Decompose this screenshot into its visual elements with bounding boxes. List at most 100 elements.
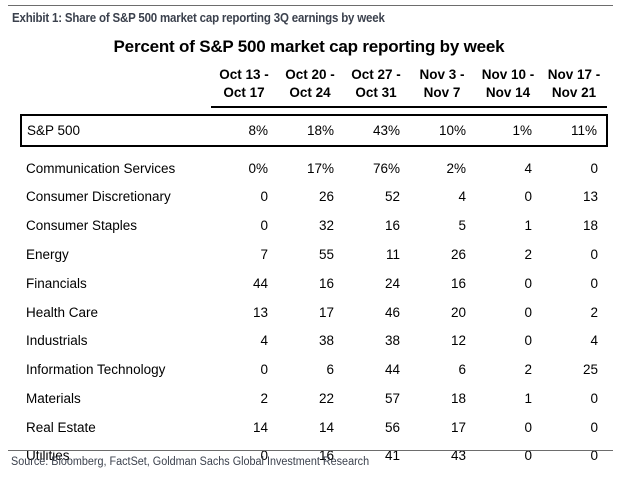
- cell-value: 6: [458, 362, 466, 378]
- cell-value: 0: [524, 189, 532, 205]
- sector-label: Information Technology: [26, 362, 166, 378]
- column-header-week6: Nov 17 - Nov 21: [541, 64, 607, 108]
- cell-value: 2: [260, 390, 268, 406]
- cell-value: 13: [252, 304, 268, 320]
- cell-value: 52: [384, 189, 400, 205]
- cell-value: 0: [260, 448, 268, 464]
- sp500-value: 43%: [343, 113, 409, 147]
- sector-label: Health Care: [26, 304, 99, 320]
- cell-value: 38: [318, 333, 334, 349]
- row-spacer: [21, 107, 607, 115]
- sp500-value: 18%: [277, 113, 343, 147]
- cell-value: 1: [524, 218, 532, 234]
- cell-value: 17%: [306, 160, 334, 176]
- exhibit-title: Exhibit 1: Share of S&P 500 market cap r…: [12, 11, 385, 25]
- cell-value: 22: [318, 390, 334, 406]
- cell-value: 0: [590, 160, 598, 176]
- cell-value: 2%: [446, 160, 466, 176]
- cell-value: 14: [318, 419, 334, 435]
- cell-value: 0: [524, 333, 532, 349]
- cell-value: 2: [524, 362, 532, 378]
- cell-value: 0: [524, 419, 532, 435]
- cell-value: 4: [524, 160, 532, 176]
- table-row-consumer-discretionary: Consumer Discretionary 0 26 52 4 0 13: [21, 182, 607, 211]
- table-header-row: Oct 13 - Oct 17 Oct 20 - Oct 24 Oct 27 -…: [21, 64, 607, 108]
- row-spacer: [21, 146, 607, 154]
- top-divider: [8, 5, 613, 6]
- cell-value: 0: [260, 362, 268, 378]
- cell-value: 25: [582, 362, 598, 378]
- source-attribution: Source: Bloomberg, FactSet, Goldman Sach…: [11, 456, 370, 468]
- reporting-table: Oct 13 - Oct 17 Oct 20 - Oct 24 Oct 27 -…: [20, 64, 608, 470]
- cell-value: 2: [524, 246, 532, 262]
- cell-value: 2: [590, 304, 598, 320]
- cell-value: 76%: [372, 160, 400, 176]
- bottom-divider: [8, 450, 613, 451]
- cell-value: 0: [524, 275, 532, 291]
- cell-value: 24: [384, 275, 400, 291]
- cell-value: 18: [450, 390, 466, 406]
- cell-value: 57: [384, 390, 400, 406]
- cell-value: 38: [384, 333, 400, 349]
- column-header-week1: Oct 13 - Oct 17: [211, 64, 277, 108]
- sector-label: Consumer Staples: [26, 218, 138, 234]
- cell-value: 1: [524, 390, 532, 406]
- cell-value: 4: [590, 333, 598, 349]
- label-column-header: [21, 64, 211, 107]
- column-header-week5: Nov 10 - Nov 14: [475, 64, 541, 108]
- cell-value: 0: [260, 189, 268, 205]
- table-row-energy: Energy 7 55 11 26 2 0: [21, 240, 607, 269]
- cell-value: 0: [590, 246, 598, 262]
- cell-value: 44: [384, 362, 400, 378]
- table-row-health-care: Health Care 13 17 46 20 0 2: [21, 298, 607, 327]
- cell-value: 7: [260, 246, 268, 262]
- cell-value: 12: [450, 333, 466, 349]
- cell-value: 41: [384, 448, 400, 464]
- sector-label: Consumer Discretionary: [26, 189, 171, 205]
- sector-label: Industrials: [26, 333, 88, 349]
- table-row-consumer-staples: Consumer Staples 0 32 16 5 1 18: [21, 211, 607, 240]
- sector-label: Communication Services: [26, 160, 176, 176]
- cell-value: 16: [384, 218, 400, 234]
- cell-value: 17: [318, 304, 334, 320]
- sp500-value: 11%: [541, 113, 608, 147]
- table-row-real-estate: Real Estate 14 14 56 17 0 0: [21, 413, 607, 442]
- column-header-week3: Oct 27 - Oct 31: [343, 64, 409, 108]
- cell-value: 0: [590, 419, 598, 435]
- cell-value: 0%: [248, 160, 268, 176]
- cell-value: 16: [450, 275, 466, 291]
- cell-value: 16: [318, 448, 334, 464]
- cell-value: 0: [590, 448, 598, 464]
- cell-value: 56: [384, 419, 400, 435]
- cell-value: 0: [524, 304, 532, 320]
- cell-value: 26: [450, 246, 466, 262]
- cell-value: 14: [252, 419, 268, 435]
- cell-value: 11: [385, 246, 400, 262]
- cell-value: 44: [252, 275, 268, 291]
- cell-value: 17: [450, 419, 466, 435]
- cell-value: 18: [582, 218, 598, 234]
- sector-label: Real Estate: [26, 419, 96, 435]
- cell-value: 0: [590, 390, 598, 406]
- cell-value: 20: [450, 304, 466, 320]
- cell-value: 13: [582, 189, 598, 205]
- sector-label: Materials: [26, 390, 81, 406]
- table-row-materials: Materials 2 22 57 18 1 0: [21, 384, 607, 413]
- cell-value: 4: [260, 333, 268, 349]
- chart-title: Percent of S&P 500 market cap reporting …: [113, 37, 505, 56]
- table-row-sp500: S&P 500 8% 18% 43% 10% 1% 11%: [20, 113, 608, 147]
- sector-label: Utilities: [26, 448, 70, 464]
- sp500-value: 10%: [409, 113, 475, 147]
- column-header-week2: Oct 20 - Oct 24: [277, 64, 343, 108]
- cell-value: 4: [458, 189, 466, 205]
- cell-value: 16: [318, 275, 334, 291]
- cell-value: 43: [450, 448, 466, 464]
- cell-value: 0: [590, 275, 598, 291]
- cell-value: 0: [260, 218, 268, 234]
- sp500-value: 1%: [475, 113, 541, 147]
- column-header-week4: Nov 3 - Nov 7: [409, 64, 475, 108]
- cell-value: 55: [318, 246, 334, 262]
- table-row-communication-services: Communication Services 0% 17% 76% 2% 4 0: [21, 154, 607, 183]
- table-row-financials: Financials 44 16 24 16 0 0: [21, 269, 607, 298]
